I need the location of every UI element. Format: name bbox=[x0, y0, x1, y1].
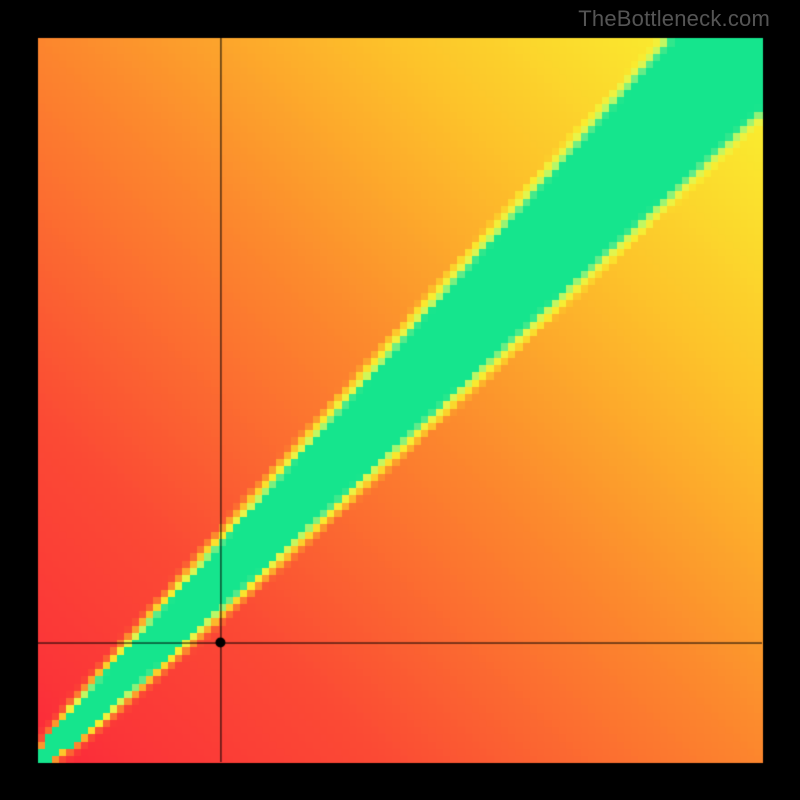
watermark-text: TheBottleneck.com bbox=[578, 6, 770, 32]
bottleneck-heatmap bbox=[0, 0, 800, 800]
chart-container: TheBottleneck.com bbox=[0, 0, 800, 800]
